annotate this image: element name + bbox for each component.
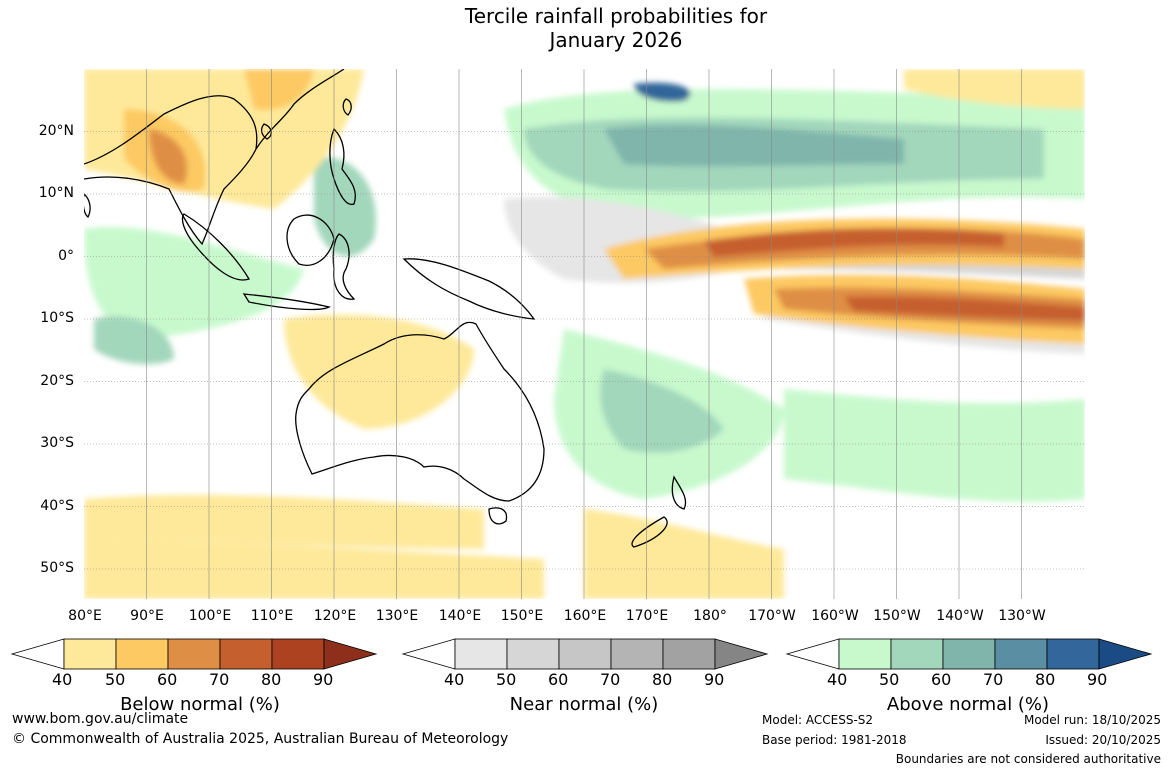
- tick-near-50: 50: [496, 670, 517, 689]
- lon-label-170e: 170°E: [625, 608, 669, 624]
- tick-above-40: 40: [827, 670, 848, 689]
- title-line-2: January 2026: [549, 28, 683, 52]
- lon-label-160w: 160°W: [811, 608, 859, 624]
- tick-near-40: 40: [444, 670, 465, 689]
- lat-label-20n: 20°N: [38, 123, 74, 139]
- lon-label-130w: 130°W: [998, 608, 1046, 624]
- graticule: [84, 131, 1085, 570]
- lon-label-110e: 110°E: [250, 608, 294, 624]
- lon-label-100e: 100°E: [188, 608, 232, 624]
- lon-label-130e: 130°E: [375, 608, 419, 624]
- swatch-below-60: [115, 638, 169, 670]
- footer-url[interactable]: www.bom.gov.au/climate: [12, 711, 189, 727]
- tick-below-70: 70: [209, 670, 230, 689]
- lon-label-160e: 160°E: [563, 608, 607, 624]
- lat-label-30s: 30°S: [40, 435, 74, 451]
- tick-below-50: 50: [105, 670, 126, 689]
- tick-above-80: 80: [1035, 670, 1056, 689]
- swatch-below-70: [167, 638, 221, 670]
- colorbar-near-normal: [401, 638, 769, 670]
- footer-model-run: Model run: 18/10/2025: [1023, 713, 1161, 727]
- swatch-above-over: [1098, 638, 1153, 670]
- swatch-above-60: [890, 638, 944, 670]
- swatch-below-50: [63, 638, 117, 670]
- tick-near-80: 80: [652, 670, 673, 689]
- footer-model: Model: ACCESS-S2: [762, 713, 874, 727]
- swatch-below-80: [219, 638, 273, 670]
- swatch-near-50: [454, 638, 508, 670]
- lon-label-80e: 80°E: [68, 608, 102, 624]
- swatch-near-70: [558, 638, 612, 670]
- tick-above-90: 90: [1087, 670, 1108, 689]
- lon-label-140e: 140°E: [438, 608, 482, 624]
- coastlines: [84, 69, 687, 548]
- swatch-near-80: [610, 638, 664, 670]
- colorbar-above-normal: [785, 638, 1153, 670]
- swatch-above-90: [1046, 638, 1100, 670]
- lat-label-0: 0°: [58, 248, 74, 264]
- map-title: Tercile rainfall probabilities for Janua…: [0, 4, 1173, 52]
- lat-label-40s: 40°S: [40, 498, 74, 514]
- swatch-below-over: [323, 638, 378, 670]
- lon-label-140w: 140°W: [936, 608, 984, 624]
- title-line-1: Tercile rainfall probabilities for: [464, 4, 768, 28]
- tick-near-70: 70: [600, 670, 621, 689]
- legend-title-above-normal: Above normal (%): [886, 694, 1050, 715]
- lat-label-10n: 10°N: [38, 185, 74, 201]
- tick-below-60: 60: [157, 670, 178, 689]
- tick-above-70: 70: [983, 670, 1004, 689]
- rainfall-probability-map: [84, 69, 1085, 599]
- swatch-above-50: [838, 638, 892, 670]
- footer-copyright: © Commonwealth of Australia 2025, Austra…: [12, 731, 509, 747]
- footer-issued: Issued: 20/10/2025: [1045, 733, 1161, 747]
- lon-label-170w: 170°W: [748, 608, 796, 624]
- lat-label-50s: 50°S: [40, 560, 74, 576]
- probability-fields: [84, 69, 1085, 599]
- footer-disclaimer: Boundaries are not considered authoritat…: [895, 752, 1161, 766]
- lon-label-90e: 90°E: [130, 608, 164, 624]
- lat-label-10s: 10°S: [40, 310, 74, 326]
- footer-base-period: Base period: 1981-2018: [762, 733, 907, 747]
- lon-label-150e: 150°E: [500, 608, 544, 624]
- lon-label-120e: 120°E: [313, 608, 357, 624]
- tick-below-90: 90: [313, 670, 334, 689]
- swatch-above-80: [994, 638, 1048, 670]
- legend-title-below-normal: Below normal (%): [120, 694, 280, 715]
- swatch-below-90: [271, 638, 325, 670]
- swatch-near-over: [714, 638, 769, 670]
- lon-label-180: 180°: [693, 608, 727, 624]
- tick-above-50: 50: [879, 670, 900, 689]
- tick-above-60: 60: [931, 670, 952, 689]
- colorbar-below-normal: [10, 638, 378, 670]
- swatch-near-90: [662, 638, 716, 670]
- tick-below-80: 80: [261, 670, 282, 689]
- lat-label-20s: 20°S: [40, 373, 74, 389]
- legend-title-near-normal: Near normal (%): [509, 694, 659, 715]
- swatch-near-60: [506, 638, 560, 670]
- lon-label-150w: 150°W: [873, 608, 921, 624]
- tick-near-90: 90: [704, 670, 725, 689]
- tick-below-40: 40: [52, 670, 73, 689]
- tick-near-60: 60: [548, 670, 569, 689]
- swatch-above-70: [942, 638, 996, 670]
- graticule-meridians: [146, 69, 1022, 599]
